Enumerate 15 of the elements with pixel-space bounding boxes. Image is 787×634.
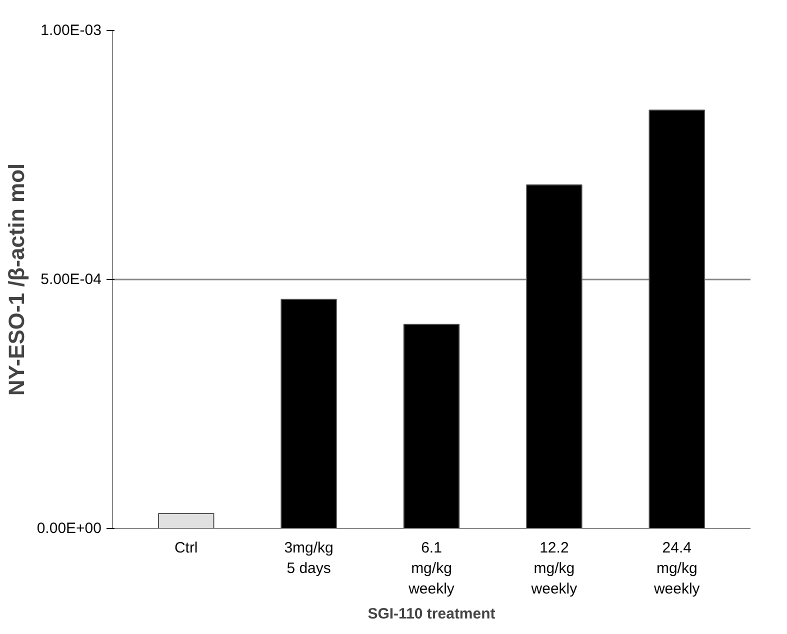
bar [526, 184, 582, 528]
bar [403, 324, 460, 528]
x-tick-label: 12.2 mg/kg weekly [530, 540, 578, 598]
x-tick-label: Ctrl [174, 540, 198, 556]
bar [158, 513, 214, 528]
y-tick-label: 1.00E-03 [40, 22, 102, 39]
y-tick-label: 0.00E+00 [36, 520, 102, 537]
bar [648, 110, 705, 528]
x-tick-label: 6.1 mg/kg weekly [408, 540, 455, 598]
y-tick-label: 5.00E-04 [40, 271, 102, 288]
x-tick-label: 3mg/kg 5 days [284, 540, 334, 577]
bar [280, 298, 337, 528]
x-axis-title: SGI-110 treatment [368, 605, 496, 622]
y-axis-title: NY-ESO-1 /β-actin mol [4, 163, 29, 396]
x-tick-label: 24.4 mg/kg weekly [652, 540, 700, 598]
